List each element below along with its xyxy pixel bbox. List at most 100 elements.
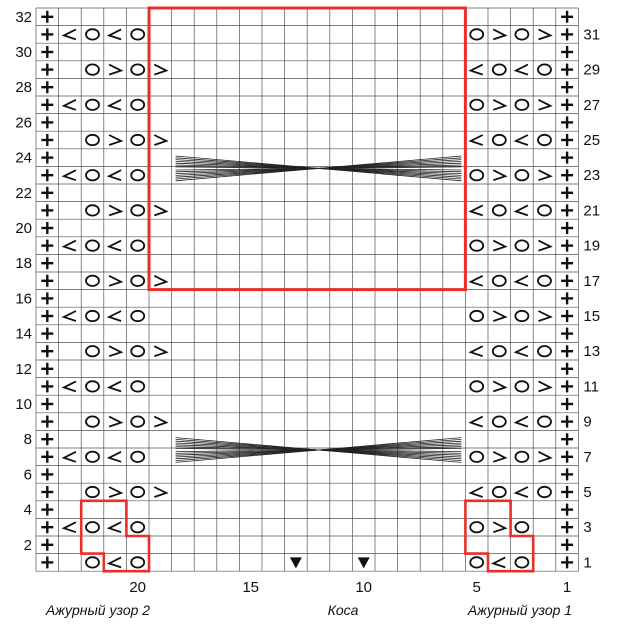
yarn-over-symbol: [130, 450, 146, 463]
yarn-over-symbol: [469, 521, 485, 534]
yarn-over-symbol: [85, 274, 100, 287]
yarn-over-symbol: [514, 380, 530, 393]
yarn-over-symbol: [514, 521, 530, 534]
yarn-over-symbol: [85, 556, 100, 569]
yarn-over-symbol: [130, 98, 146, 111]
decrease-left-symbol: [490, 556, 506, 569]
decrease-right-symbol: [492, 310, 508, 322]
decrease-left-symbol: [61, 380, 77, 393]
decrease-right-symbol: [153, 345, 169, 358]
repeat-outlines: [79, 6, 535, 573]
row-label-right: 11: [583, 378, 599, 395]
row-label-right: 7: [583, 449, 591, 466]
decrease-right-symbol: [108, 486, 124, 498]
decrease-right-symbol: [538, 310, 553, 322]
decrease-right-symbol: [153, 415, 169, 428]
yarn-over-symbol: [537, 485, 552, 499]
yarn-over-symbol: [514, 28, 530, 41]
decrease-left-symbol: [468, 415, 484, 428]
yarn-over-symbol: [85, 169, 100, 182]
row-label-left: 32: [15, 9, 32, 26]
yarn-over-symbol: [130, 204, 146, 217]
decrease-left-symbol: [468, 274, 484, 287]
row-label-left: 24: [15, 150, 32, 167]
decrease-left-symbol: [468, 486, 484, 498]
row-label-right: 23: [583, 167, 600, 184]
yarn-over-symbol: [537, 345, 552, 358]
yarn-over-symbol: [514, 98, 530, 111]
decrease-left-symbol: [106, 310, 122, 322]
row-label-left: 22: [15, 185, 32, 202]
decrease-left-symbol: [513, 415, 529, 428]
decrease-left-symbol: [61, 98, 77, 111]
yarn-over-symbol: [469, 309, 485, 323]
decrease-left-symbol: [468, 345, 484, 358]
cable-crossings: [175, 155, 462, 463]
yarn-over-symbol: [469, 98, 485, 111]
yarn-over-symbol: [537, 204, 552, 217]
row-label-right: 13: [583, 343, 600, 360]
decrease-left-symbol: [513, 204, 529, 217]
decrease-right-symbol: [108, 345, 124, 358]
row-label-right: 3: [583, 519, 591, 536]
decrease-left-symbol: [106, 450, 122, 463]
decrease-right-symbol: [492, 521, 508, 534]
decrease-left-symbol: [61, 239, 77, 252]
row-label-left: 18: [15, 255, 32, 272]
decrease-left-symbol: [61, 310, 77, 322]
decrease-left-symbol: [513, 134, 529, 146]
decrease-left-symbol: [106, 169, 122, 182]
yarn-over-symbol: [130, 415, 146, 428]
decrease-left-symbol: [61, 169, 77, 182]
yarn-over-symbol: [85, 485, 100, 499]
decrease-right-symbol: [538, 450, 553, 463]
decrease-right-symbol: [108, 415, 124, 428]
yarn-over-symbol: [130, 133, 146, 147]
yarn-over-symbol: [514, 239, 530, 252]
decrease-right-symbol: [538, 28, 553, 41]
decrease-left-symbol: [513, 345, 529, 358]
yarn-over-symbol: [85, 415, 100, 428]
yarn-over-symbol: [130, 521, 146, 534]
marker-triangle: [357, 557, 370, 569]
yarn-over-symbol: [514, 309, 530, 323]
decrease-left-symbol: [106, 98, 122, 111]
decrease-right-symbol: [538, 98, 553, 111]
yarn-over-symbol: [537, 415, 552, 428]
column-label: 5: [473, 579, 481, 596]
decrease-right-symbol: [538, 169, 553, 182]
row-label-left: 10: [15, 396, 32, 413]
yarn-over-symbol: [491, 274, 507, 287]
yarn-over-symbol: [85, 98, 100, 111]
row-label-right: 31: [583, 26, 600, 43]
row-label-right: 29: [583, 62, 600, 79]
decrease-right-symbol: [492, 239, 508, 252]
yarn-over-symbol: [537, 274, 552, 287]
yarn-over-symbol: [130, 63, 146, 76]
yarn-over-symbol: [130, 345, 146, 358]
yarn-over-symbol: [514, 556, 530, 569]
yarn-over-symbol: [130, 309, 146, 323]
decrease-right-symbol: [108, 63, 124, 76]
decrease-right-symbol: [492, 28, 508, 41]
row-label-left: 26: [15, 114, 32, 131]
yarn-over-symbol: [491, 204, 507, 217]
yarn-over-symbol: [469, 450, 485, 463]
row-label-left: 2: [24, 537, 32, 554]
yarn-over-symbol: [85, 204, 100, 217]
section-label: Ажурный узор 1: [467, 602, 572, 618]
section-label: Коса: [328, 602, 359, 618]
yarn-over-symbol: [85, 345, 100, 358]
row-label-left: 30: [15, 44, 32, 61]
row-label-right: 27: [583, 97, 600, 114]
yarn-over-symbol: [85, 380, 100, 393]
decrease-right-symbol: [492, 450, 508, 463]
row-label-left: 4: [24, 502, 32, 519]
decrease-right-symbol: [153, 134, 169, 146]
decrease-right-symbol: [153, 204, 169, 217]
decrease-left-symbol: [61, 28, 77, 41]
cable-strand: [175, 166, 462, 171]
column-label: 15: [242, 579, 259, 596]
row-label-right: 17: [583, 273, 600, 290]
cable-strand: [175, 448, 462, 452]
